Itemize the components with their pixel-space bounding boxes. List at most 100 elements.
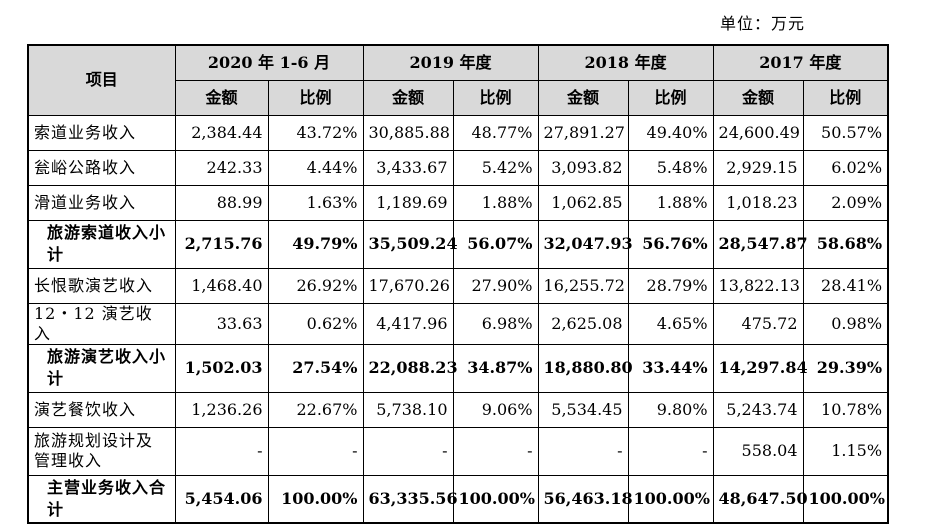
ratio-cell: 0.98% xyxy=(802,302,889,345)
ratio-cell: 28.79% xyxy=(627,267,714,304)
amount-cell: 4,417.96 xyxy=(362,302,454,345)
amount-cell: 63,335.56 xyxy=(362,474,458,524)
amount-cell: 28,547.87 xyxy=(712,219,808,269)
amount-cell: 35,509.24 xyxy=(362,219,458,269)
ratio-cell: 26.92% xyxy=(267,267,364,304)
amount-cell: 17,670.26 xyxy=(362,267,454,304)
ratio-cell: 49.79% xyxy=(267,219,364,269)
item-header: 项目 xyxy=(27,44,176,116)
ratio-cell: 100.00% xyxy=(452,474,539,524)
amount-header: 金额 xyxy=(362,79,454,116)
amount-cell: 16,255.72 xyxy=(537,267,629,304)
amount-cell: 56,463.18 xyxy=(537,474,633,524)
row-label: 主营业务收入合计 xyxy=(27,474,176,524)
amount-cell: 1,236.26 xyxy=(174,391,269,428)
table-row: 12・12 演艺收入 33.63 0.62% 4,417.96 6.98% 2,625.0… xyxy=(27,302,889,345)
amount-cell: 32,047.93 xyxy=(537,219,633,269)
amount-header: 金额 xyxy=(712,79,804,116)
amount-cell: 1,468.40 xyxy=(174,267,269,304)
ratio-cell: 28.41% xyxy=(802,267,889,304)
amount-cell: 5,243.74 xyxy=(712,391,804,428)
amount-cell: 27,891.27 xyxy=(537,114,629,151)
unit-note: 单位：万元 xyxy=(720,14,806,33)
row-label: 旅游索道收入小计 xyxy=(27,219,176,269)
table-body: 索道业务收入 2,384.44 43.72% 30,885.88 48.77% 27,89… xyxy=(27,114,889,524)
ratio-cell: 5.48% xyxy=(627,149,714,186)
ratio-cell: 33.44% xyxy=(627,343,714,393)
row-label: 瓮峪公路收入 xyxy=(27,149,176,186)
amount-cell: 475.72 xyxy=(712,302,804,345)
amount-cell: 2,384.44 xyxy=(174,114,269,151)
table-row: 瓮峪公路收入 242.33 4.44% 3,433.67 5.42% 3,093.82 5.… xyxy=(27,149,889,186)
amount-cell: 1,189.69 xyxy=(362,184,454,221)
amount-cell: 3,433.67 xyxy=(362,149,454,186)
amount-cell: 22,088.23 xyxy=(362,343,458,393)
table-row: 旅游演艺收入小计 1,502.03 27.54% 22,088.23 34.87% 18,… xyxy=(27,343,889,393)
ratio-cell: 43.72% xyxy=(267,114,364,151)
row-label: 长恨歌演艺收入 xyxy=(27,267,176,304)
ratio-cell: 58.68% xyxy=(802,219,889,269)
ratio-cell: 56.07% xyxy=(452,219,539,269)
ratio-header: 比例 xyxy=(802,79,889,116)
ratio-cell: 1.63% xyxy=(267,184,364,221)
ratio-cell: 6.02% xyxy=(802,149,889,186)
ratio-cell: 48.77% xyxy=(452,114,539,151)
revenue-table: 项目 2020 年 1-6 月 2019 年度 2018 年度 2017 年度 … xyxy=(27,44,890,524)
amount-cell: 2,929.15 xyxy=(712,149,804,186)
ratio-cell: 1.15% xyxy=(802,426,889,476)
amount-cell: - xyxy=(537,426,629,476)
ratio-cell: 22.67% xyxy=(267,391,364,428)
ratio-header: 比例 xyxy=(267,79,364,116)
ratio-cell: 49.40% xyxy=(627,114,714,151)
ratio-cell: 56.76% xyxy=(627,219,714,269)
amount-cell: 1,502.03 xyxy=(174,343,269,393)
header-row-periods: 项目 2020 年 1-6 月 2019 年度 2018 年度 2017 年度 xyxy=(27,44,889,116)
row-label: 旅游规划设计及管理收入 xyxy=(27,426,176,476)
ratio-cell: 1.88% xyxy=(452,184,539,221)
period-header: 2017 年度 xyxy=(712,44,889,81)
ratio-cell: - xyxy=(452,426,539,476)
ratio-cell: 9.06% xyxy=(452,391,539,428)
amount-cell: 5,534.45 xyxy=(537,391,629,428)
ratio-cell: 29.39% xyxy=(802,343,889,393)
amount-cell: 5,738.10 xyxy=(362,391,454,428)
table-row: 滑道业务收入 88.99 1.63% 1,189.69 1.88% 1,062.85 1.8… xyxy=(27,184,889,221)
ratio-cell: 100.00% xyxy=(802,474,889,524)
amount-cell: 88.99 xyxy=(174,184,269,221)
amount-header: 金额 xyxy=(537,79,629,116)
ratio-cell: 27.90% xyxy=(452,267,539,304)
ratio-cell: 5.42% xyxy=(452,149,539,186)
ratio-cell: 6.98% xyxy=(452,302,539,345)
period-header: 2020 年 1-6 月 xyxy=(174,44,364,81)
table-row: 索道业务收入 2,384.44 43.72% 30,885.88 48.77% 27,89… xyxy=(27,114,889,151)
period-header: 2018 年度 xyxy=(537,44,714,81)
period-header: 2019 年度 xyxy=(362,44,539,81)
table-row: 长恨歌演艺收入 1,468.40 26.92% 17,670.26 27.90% 16,2… xyxy=(27,267,889,304)
amount-cell: - xyxy=(362,426,454,476)
row-label: 12・12 演艺收入 xyxy=(27,302,176,345)
amount-cell: - xyxy=(174,426,269,476)
ratio-cell: 10.78% xyxy=(802,391,889,428)
ratio-cell: 0.62% xyxy=(267,302,364,345)
ratio-cell: 2.09% xyxy=(802,184,889,221)
amount-cell: 14,297.84 xyxy=(712,343,808,393)
ratio-cell: - xyxy=(267,426,364,476)
row-label: 索道业务收入 xyxy=(27,114,176,151)
amount-cell: 2,715.76 xyxy=(174,219,269,269)
ratio-cell: 34.87% xyxy=(452,343,539,393)
ratio-cell: 9.80% xyxy=(627,391,714,428)
amount-cell: 30,885.88 xyxy=(362,114,454,151)
ratio-cell: 100.00% xyxy=(627,474,714,524)
table-row: 演艺餐饮收入 1,236.26 22.67% 5,738.10 9.06% 5,534.4… xyxy=(27,391,889,428)
table-row: 旅游索道收入小计 2,715.76 49.79% 35,509.24 56.07% 32,… xyxy=(27,219,889,269)
amount-cell: 2,625.08 xyxy=(537,302,629,345)
amount-cell: 33.63 xyxy=(174,302,269,345)
ratio-cell: 1.88% xyxy=(627,184,714,221)
amount-cell: 242.33 xyxy=(174,149,269,186)
ratio-cell: 50.57% xyxy=(802,114,889,151)
table-row: 主营业务收入合计 5,454.06 100.00% 63,335.56 100.00% 5… xyxy=(27,474,889,524)
amount-cell: 48,647.50 xyxy=(712,474,808,524)
amount-cell: 13,822.13 xyxy=(712,267,804,304)
ratio-cell: 4.65% xyxy=(627,302,714,345)
row-label: 滑道业务收入 xyxy=(27,184,176,221)
